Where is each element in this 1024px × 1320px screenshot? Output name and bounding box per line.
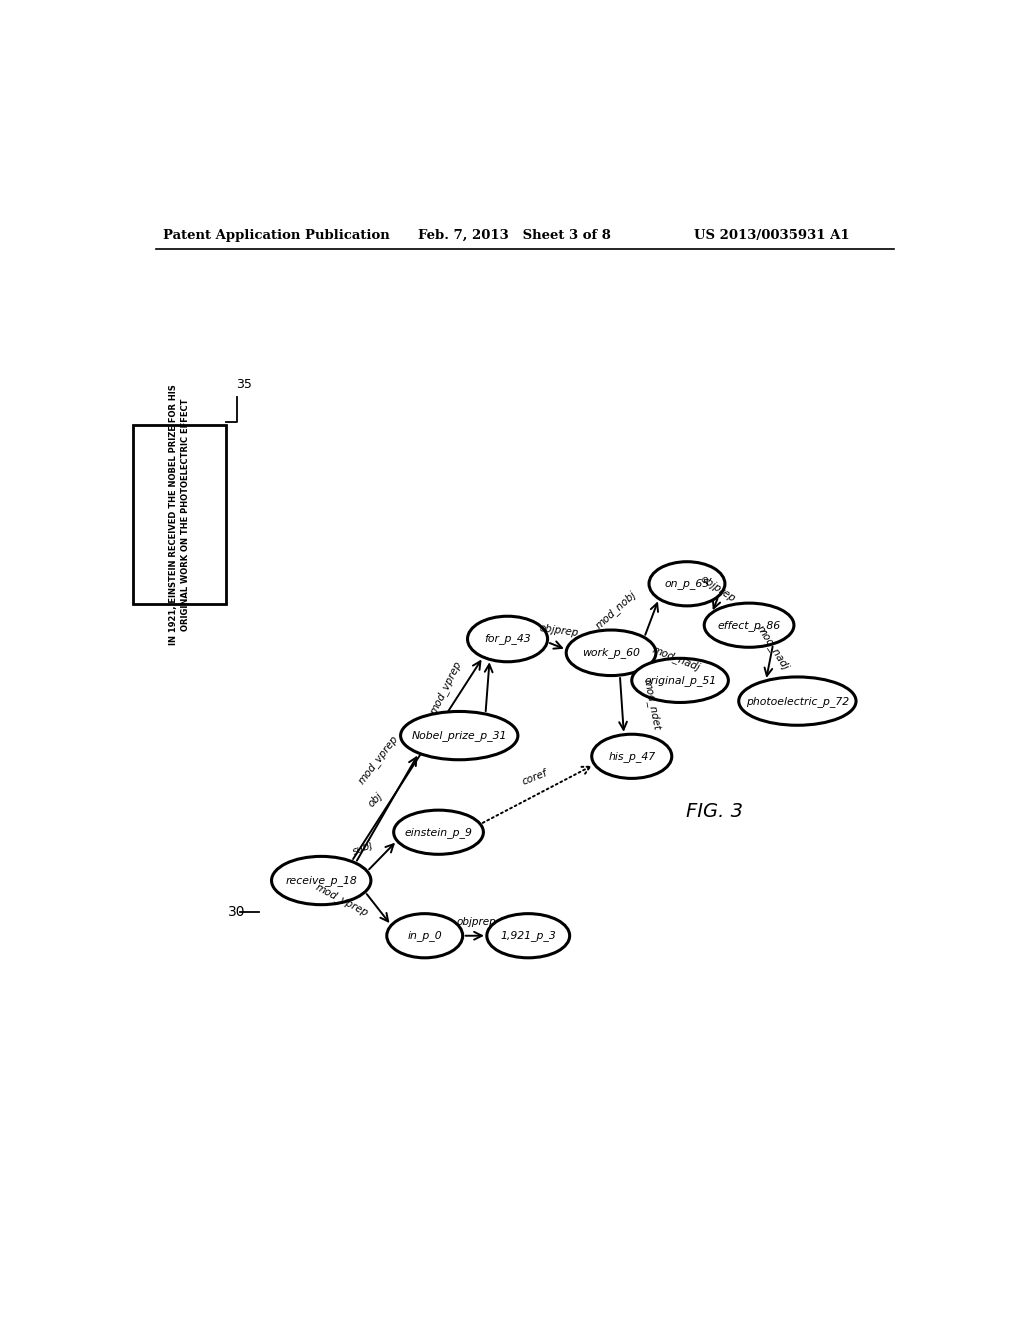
Text: Nobel_prize_p_31: Nobel_prize_p_31 [412, 730, 507, 741]
Text: effect_p_86: effect_p_86 [718, 620, 780, 631]
FancyBboxPatch shape [133, 425, 226, 605]
Text: 35: 35 [236, 378, 252, 391]
Ellipse shape [649, 562, 725, 606]
Text: subj: subj [351, 840, 375, 857]
Ellipse shape [592, 734, 672, 779]
Ellipse shape [271, 857, 371, 904]
Text: Patent Application Publication: Patent Application Publication [163, 228, 389, 242]
Text: FIG. 3: FIG. 3 [686, 803, 743, 821]
Text: einstein_p_9: einstein_p_9 [404, 826, 472, 838]
Text: in_p_0: in_p_0 [408, 931, 442, 941]
Ellipse shape [486, 913, 569, 958]
Ellipse shape [387, 913, 463, 958]
Text: objprep: objprep [698, 574, 737, 605]
Text: coref: coref [521, 767, 549, 787]
Text: original_p_51: original_p_51 [644, 675, 716, 686]
Text: Feb. 7, 2013   Sheet 3 of 8: Feb. 7, 2013 Sheet 3 of 8 [418, 228, 610, 242]
Text: objprep: objprep [457, 917, 497, 927]
Text: for_p_43: for_p_43 [484, 634, 530, 644]
Text: mod_ndet: mod_ndet [642, 678, 663, 731]
Text: on_p_65: on_p_65 [665, 578, 710, 589]
Text: mod_nadj: mod_nadj [651, 644, 702, 673]
Text: photoelectric_p_72: photoelectric_p_72 [745, 696, 849, 706]
Text: mod_vprep: mod_vprep [356, 734, 400, 787]
Ellipse shape [468, 616, 548, 661]
Text: work_p_60: work_p_60 [582, 647, 640, 659]
Ellipse shape [393, 810, 483, 854]
Text: 1,921_p_3: 1,921_p_3 [501, 931, 556, 941]
Text: US 2013/0035931 A1: US 2013/0035931 A1 [694, 228, 850, 242]
Ellipse shape [738, 677, 856, 725]
Text: mod_vprep: mod_vprep [427, 659, 464, 715]
Text: mod_nobj: mod_nobj [593, 589, 638, 631]
Text: objprep: objprep [539, 623, 580, 639]
Text: obj: obj [366, 791, 384, 809]
Ellipse shape [566, 630, 656, 676]
Text: his_p_47: his_p_47 [608, 751, 655, 762]
Ellipse shape [705, 603, 794, 647]
Ellipse shape [632, 659, 728, 702]
Ellipse shape [400, 711, 518, 760]
Text: mod_vprep: mod_vprep [313, 882, 371, 919]
Text: receive_p_18: receive_p_18 [286, 875, 357, 886]
Text: IN 1921, EINSTEIN RECEIVED THE NOBEL PRIZE FOR HIS
ORIGINAL WORK ON THE PHOTOELE: IN 1921, EINSTEIN RECEIVED THE NOBEL PRI… [169, 384, 190, 645]
Text: mod_nadj: mod_nadj [755, 623, 792, 672]
Text: 30: 30 [228, 904, 246, 919]
